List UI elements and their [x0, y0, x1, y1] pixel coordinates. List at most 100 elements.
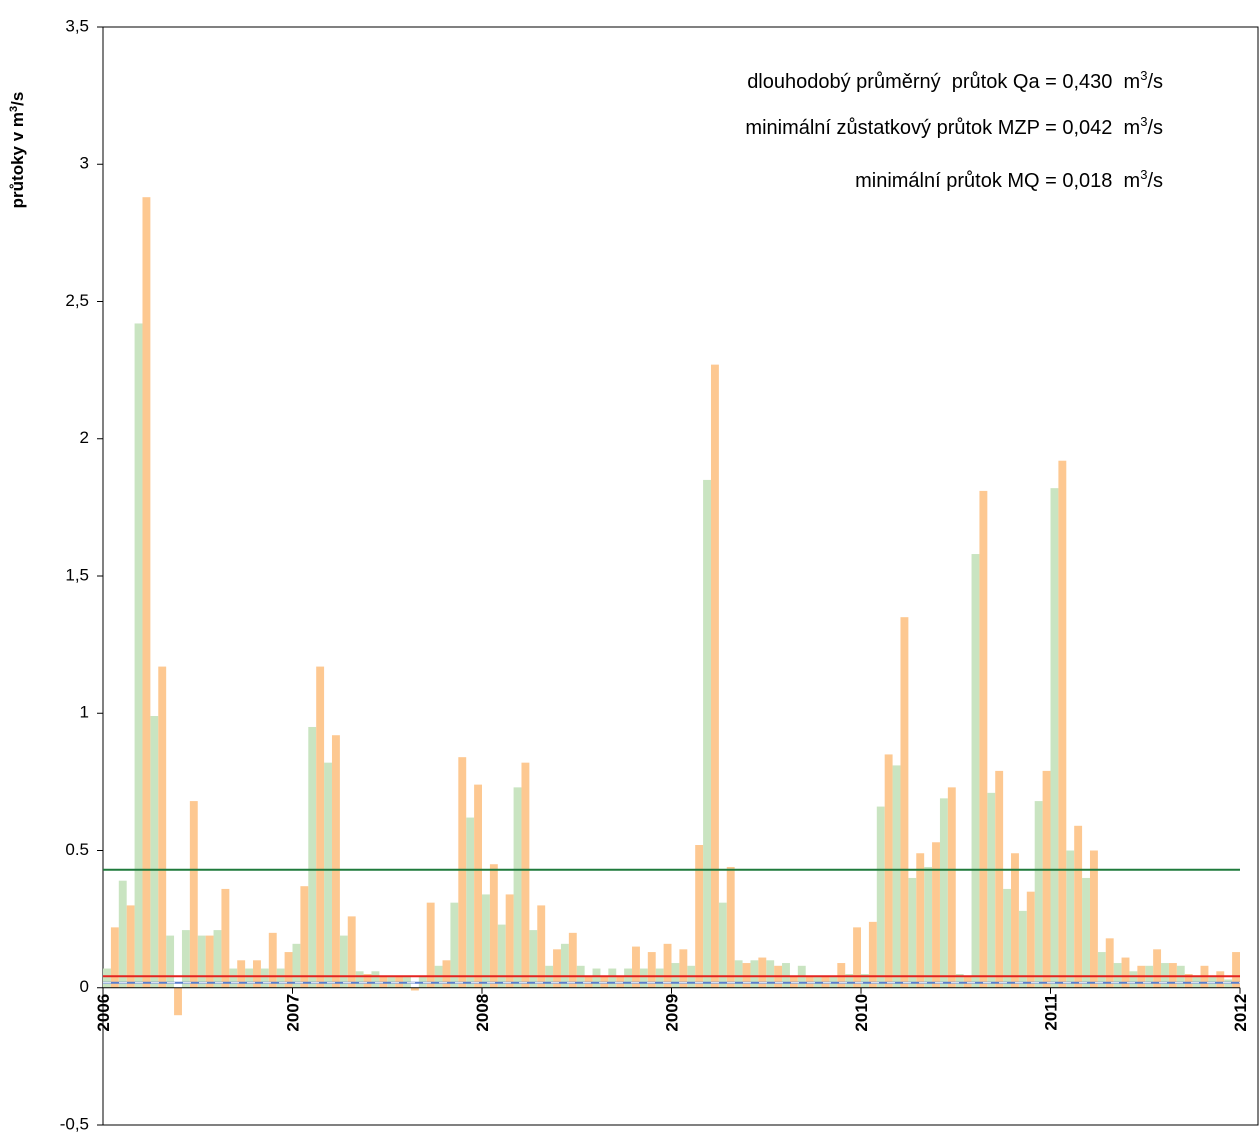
bar: [166, 935, 175, 988]
bar: [908, 877, 917, 988]
bar: [947, 787, 956, 988]
bar: [892, 765, 901, 988]
bar: [766, 960, 775, 988]
bar: [1042, 770, 1051, 988]
bar: [292, 943, 301, 988]
bar: [1074, 825, 1083, 988]
bar: [560, 943, 569, 988]
annotation-text: minimální zůstatkový průtok MZP = 0,042 …: [745, 117, 1140, 139]
annotation-sup: 3: [1140, 114, 1147, 129]
annotation: dlouhodobý průměrný průtok Qa = 0,430 m3…: [747, 68, 1163, 93]
bar: [537, 905, 546, 988]
annotation-unit: /s: [1147, 170, 1163, 192]
bar: [1050, 488, 1059, 988]
bar: [1216, 971, 1225, 988]
x-tick-label: 2008: [473, 994, 492, 1032]
y-tick-label: 3,5: [65, 16, 89, 35]
bar: [758, 957, 767, 988]
bar: [608, 968, 617, 988]
bar: [1129, 971, 1138, 988]
bar: [126, 905, 135, 988]
bar: [979, 490, 988, 988]
annotation: minimální průtok MQ = 0,018 m3/s: [855, 167, 1163, 192]
bar: [118, 880, 127, 988]
bar: [221, 888, 230, 988]
bar: [955, 974, 964, 988]
annotation-text: dlouhodobý průměrný průtok Qa = 0,430 m: [747, 71, 1140, 93]
bar: [253, 960, 261, 988]
bar: [703, 479, 711, 988]
x-tick-label: 2006: [94, 994, 113, 1032]
bar: [213, 930, 222, 988]
bar: [987, 792, 996, 988]
bar: [861, 974, 869, 988]
bar: [1034, 801, 1043, 988]
bar: [110, 927, 119, 988]
y-tick-label: -0,5: [60, 1114, 89, 1133]
bar: [347, 916, 356, 988]
bar: [1058, 460, 1067, 988]
bar: [205, 935, 214, 988]
annotation-unit: /s: [1147, 71, 1163, 93]
bar: [324, 762, 332, 988]
y-tick-label: 0.5: [65, 840, 89, 859]
bar: [458, 757, 467, 988]
x-tick-label: 2012: [1231, 994, 1250, 1032]
bar: [284, 952, 293, 988]
bar: [1105, 938, 1114, 988]
bar: [647, 952, 656, 988]
bar: [750, 960, 759, 988]
x-tick-label: 2007: [284, 994, 303, 1032]
bar: [1089, 850, 1098, 988]
bar: [1153, 949, 1162, 988]
bar: [1066, 850, 1075, 988]
x-tick-label: 2011: [1042, 994, 1061, 1031]
bar: [884, 754, 893, 988]
y-tick-label: 0: [80, 977, 89, 996]
bar: [900, 617, 909, 988]
bar: [521, 762, 530, 988]
bar: [592, 968, 601, 988]
bar: [268, 932, 277, 988]
bar: [639, 968, 648, 988]
bar: [568, 932, 577, 988]
bar: [300, 886, 309, 988]
bar: [916, 853, 925, 988]
bar: [1082, 877, 1090, 988]
bar: [142, 197, 151, 988]
bar: [553, 949, 561, 988]
annotation-sup: 3: [1140, 167, 1147, 182]
bar: [197, 935, 206, 988]
bar: [726, 866, 735, 988]
y-title-text: průtoky v m: [8, 112, 27, 208]
bar: [150, 715, 159, 988]
bar: [363, 974, 372, 988]
y-tick-label: 1,5: [65, 565, 89, 584]
y-axis-title: průtoky v m3/s: [8, 92, 27, 209]
y-tick-label: 3: [80, 154, 89, 173]
bar: [971, 554, 980, 988]
bar: [229, 968, 238, 988]
bar: [316, 666, 325, 988]
bar: [371, 971, 380, 988]
bar: [1018, 910, 1027, 988]
bar: [103, 968, 111, 988]
annotation: minimální zůstatkový průtok MZP = 0,042 …: [745, 114, 1163, 139]
bar: [513, 787, 522, 988]
bar: [410, 987, 419, 991]
bar: [1184, 974, 1193, 988]
bar: [1011, 853, 1019, 988]
bar: [482, 894, 490, 988]
bar: [442, 960, 451, 988]
bar: [189, 801, 198, 988]
y-tick-label: 1: [80, 703, 89, 722]
bar: [1121, 957, 1130, 988]
bar: [505, 894, 514, 988]
bar: [718, 902, 727, 988]
annotation-unit: /s: [1147, 117, 1163, 139]
bar: [734, 960, 743, 988]
bar: [426, 902, 435, 988]
bar: [1003, 888, 1012, 988]
bar: [308, 726, 317, 988]
